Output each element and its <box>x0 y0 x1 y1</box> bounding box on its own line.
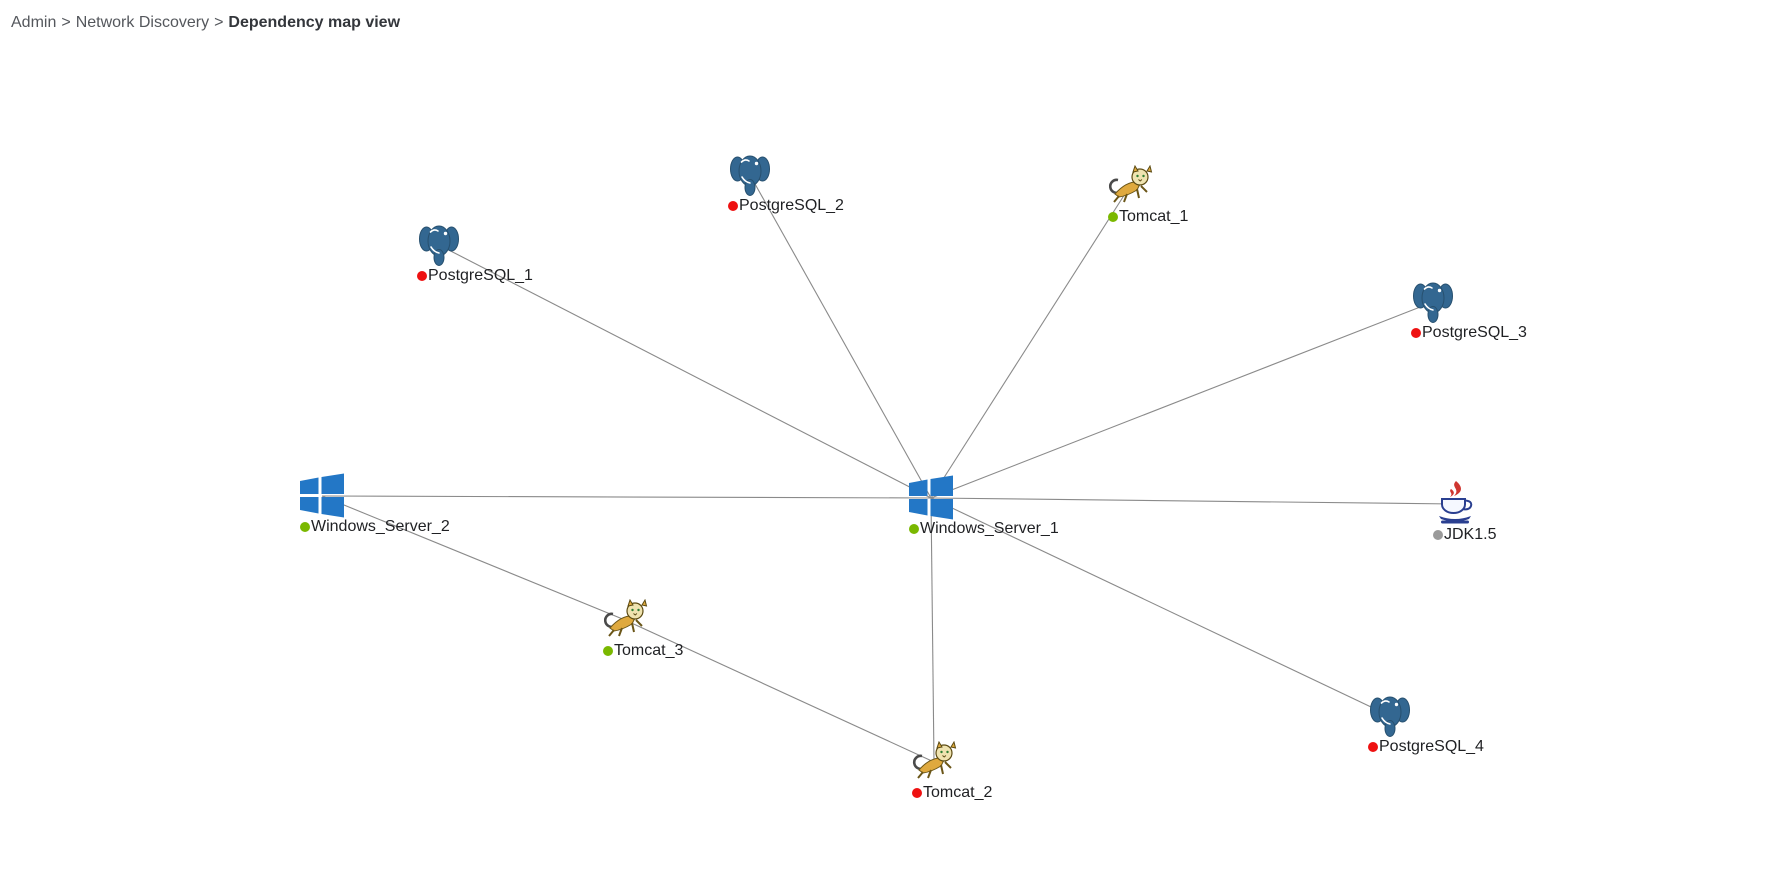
node-postgresql_3[interactable]: PostgreSQL_3 <box>1410 278 1527 341</box>
edge-windows_server_2--tomcat_3 <box>321 495 626 621</box>
node-tomcat_2[interactable]: Tomcat_2 <box>911 738 992 801</box>
status-dot <box>728 201 738 211</box>
node-label-row: Tomcat_1 <box>1108 208 1188 226</box>
node-label: Tomcat_2 <box>923 784 993 801</box>
status-dot <box>1433 530 1443 540</box>
tomcat-icon <box>1107 162 1153 208</box>
node-label: JDK1.5 <box>1444 526 1497 543</box>
node-label-row: Windows_Server_1 <box>909 520 1059 538</box>
status-dot <box>417 271 427 281</box>
edge-windows_server_1--tomcat_2 <box>930 497 935 763</box>
node-tomcat_3[interactable]: Tomcat_3 <box>602 596 683 659</box>
node-label-row: JDK1.5 <box>1433 526 1496 544</box>
postgresql-icon <box>416 221 462 267</box>
node-label-row: Tomcat_2 <box>912 784 992 802</box>
edge-windows_server_1--tomcat_1 <box>930 185 1131 499</box>
node-label-row: PostgreSQL_1 <box>417 267 533 285</box>
node-label: Tomcat_3 <box>614 642 684 659</box>
edge-windows_server_1--postgresql_1 <box>438 244 932 499</box>
windows-icon <box>908 474 954 520</box>
tomcat-icon <box>602 596 648 642</box>
status-dot <box>912 788 922 798</box>
status-dot <box>300 522 310 532</box>
status-dot <box>1411 328 1421 338</box>
node-label: Windows_Server_2 <box>311 518 450 535</box>
node-windows_server_1[interactable]: Windows_Server_1 <box>908 474 1059 537</box>
node-label: PostgreSQL_3 <box>1422 324 1527 341</box>
breadcrumb-item-dependency-map-view: Dependency map view <box>228 14 401 31</box>
node-label: Tomcat_1 <box>1119 208 1189 225</box>
node-postgresql_2[interactable]: PostgreSQL_2 <box>727 151 844 214</box>
breadcrumb-item-network-discovery[interactable]: Network Discovery <box>75 14 210 31</box>
java-icon <box>1432 480 1478 526</box>
breadcrumb-item-admin[interactable]: Admin <box>11 14 57 31</box>
node-label-row: PostgreSQL_4 <box>1368 738 1484 756</box>
node-label-row: Windows_Server_2 <box>300 518 450 536</box>
node-postgresql_1[interactable]: PostgreSQL_1 <box>416 221 533 284</box>
node-label: PostgreSQL_1 <box>428 267 533 284</box>
status-dot <box>1108 212 1118 222</box>
breadcrumb-separator: > <box>61 14 71 31</box>
node-label-row: Tomcat_3 <box>603 642 683 660</box>
tomcat-icon <box>911 738 957 784</box>
edge-tomcat_3--tomcat_2 <box>624 619 935 763</box>
edge-windows_server_1--jdk15 <box>930 497 1456 505</box>
node-jdk15[interactable]: JDK1.5 <box>1432 480 1496 543</box>
node-label: PostgreSQL_4 <box>1379 738 1484 755</box>
windows-icon <box>299 472 345 518</box>
node-tomcat_1[interactable]: Tomcat_1 <box>1107 162 1188 225</box>
postgresql-icon <box>1367 692 1413 738</box>
edge-windows_server_1--postgresql_2 <box>749 174 932 499</box>
node-label-row: PostgreSQL_2 <box>728 197 844 215</box>
breadcrumb-separator: > <box>214 14 224 31</box>
edge-windows_server_1--postgresql_3 <box>930 301 1434 499</box>
node-windows_server_2[interactable]: Windows_Server_2 <box>299 472 450 535</box>
postgresql-icon <box>727 151 773 197</box>
node-postgresql_4[interactable]: PostgreSQL_4 <box>1367 692 1484 755</box>
postgresql-icon <box>1410 278 1456 324</box>
status-dot <box>1368 742 1378 752</box>
edge-windows_server_1--windows_server_2 <box>321 495 932 499</box>
node-label-row: PostgreSQL_3 <box>1411 324 1527 342</box>
node-label: PostgreSQL_2 <box>739 197 844 214</box>
status-dot <box>909 524 919 534</box>
breadcrumb: Admin > Network Discovery > Dependency map v… <box>11 14 400 32</box>
status-dot <box>603 646 613 656</box>
edge-windows_server_1--postgresql_4 <box>930 497 1391 717</box>
node-label: Windows_Server_1 <box>920 520 1059 537</box>
